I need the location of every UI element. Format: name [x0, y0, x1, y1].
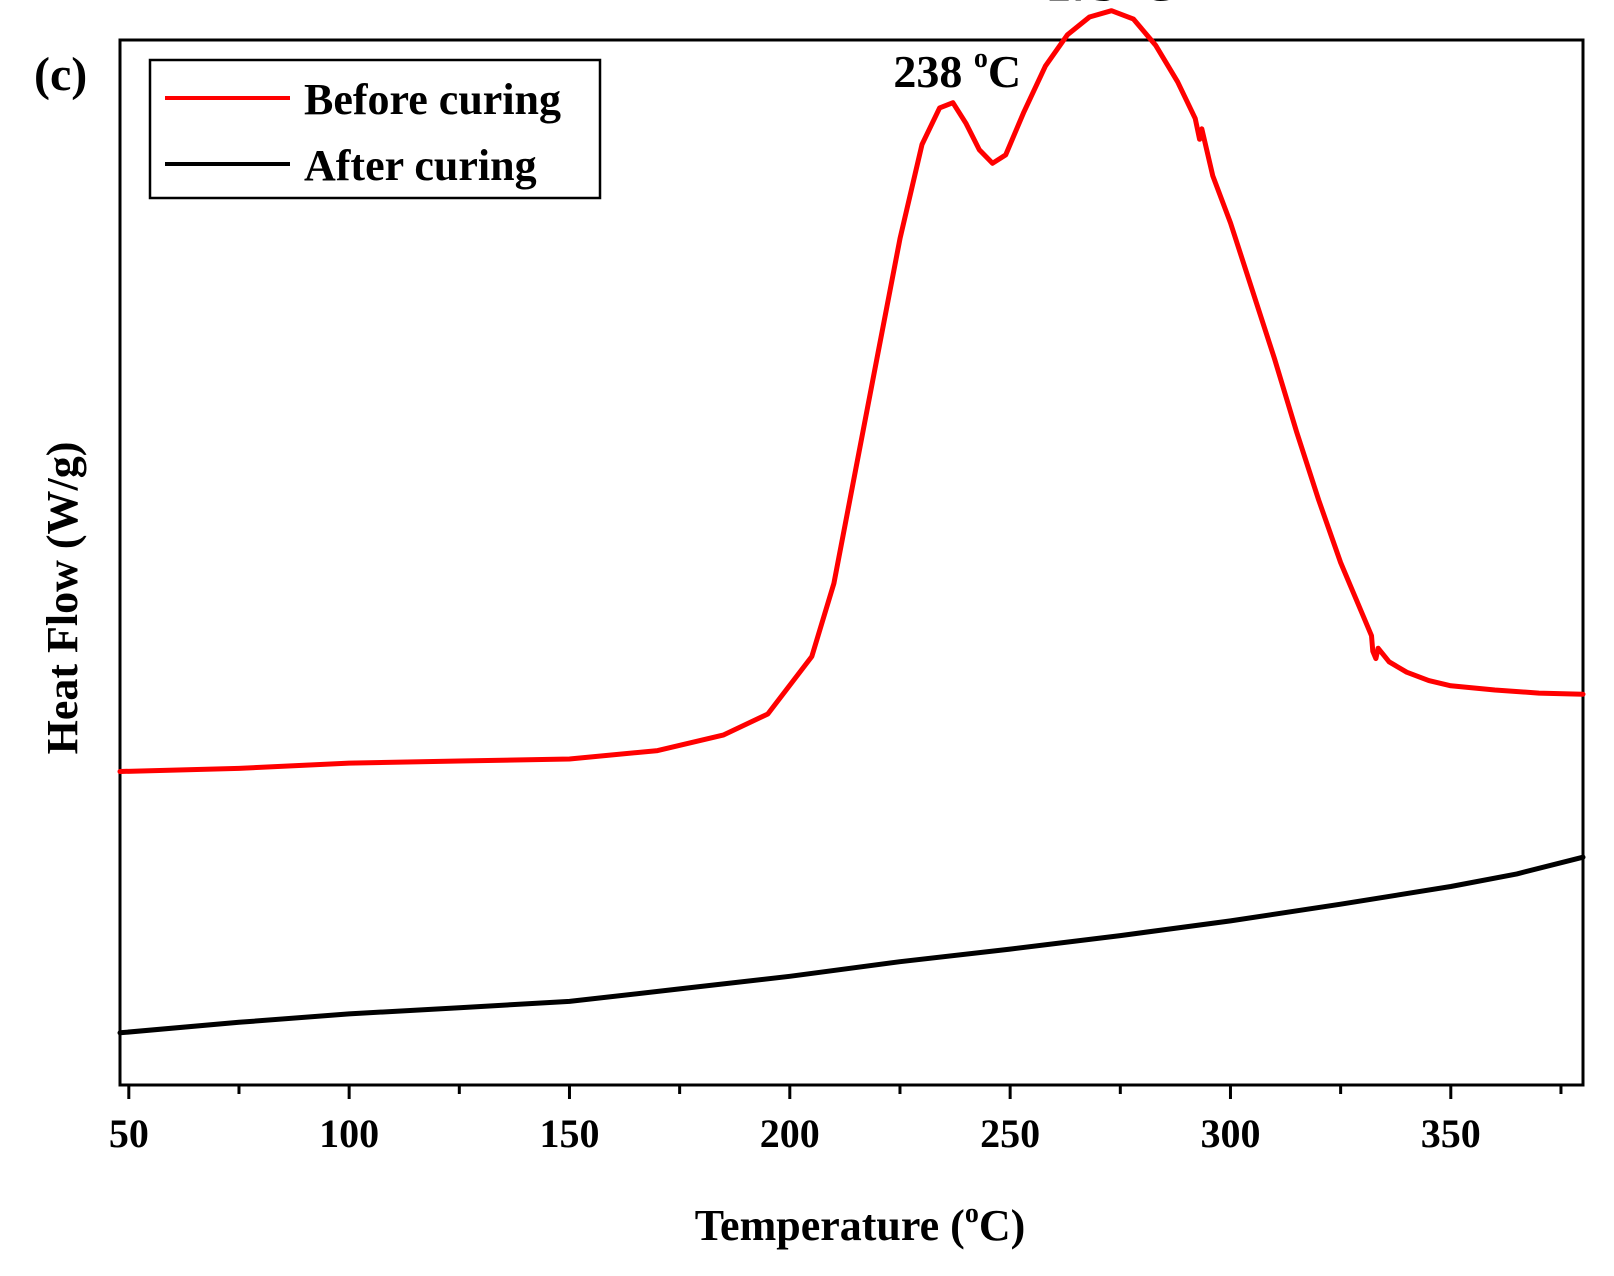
x-tick-label: 50	[109, 1111, 149, 1156]
x-tick-label: 100	[319, 1111, 379, 1156]
series-line-before-curing	[117, 8, 1586, 774]
x-axis-title: Temperature (oC)	[695, 1198, 1026, 1250]
series-lines	[117, 8, 1586, 1036]
x-tick-label: 150	[539, 1111, 599, 1156]
peak-annotations: 238 oC 273 oC	[893, 0, 1175, 97]
x-ticks: 50 100 150 200 250 300 350	[109, 1085, 1563, 1156]
peak-annotation: 273 oC	[1048, 0, 1176, 10]
peak-annotation: 238 oC	[893, 43, 1021, 97]
panel-label: (c)	[34, 48, 87, 101]
x-tick-label: 200	[760, 1111, 820, 1156]
legend-box	[148, 58, 602, 200]
x-tick-label: 350	[1421, 1111, 1481, 1156]
x-tick-label: 300	[1200, 1111, 1260, 1156]
plot-frame	[118, 38, 1585, 1087]
x-tick-label: 250	[980, 1111, 1040, 1156]
legend: Before curing After curing	[148, 58, 602, 200]
legend-label-after-curing: After curing	[304, 141, 537, 190]
legend-label-before-curing: Before curing	[304, 75, 561, 124]
series-line-after-curing	[117, 854, 1586, 1036]
y-axis-title: Heat Flow (W/g)	[38, 442, 87, 755]
